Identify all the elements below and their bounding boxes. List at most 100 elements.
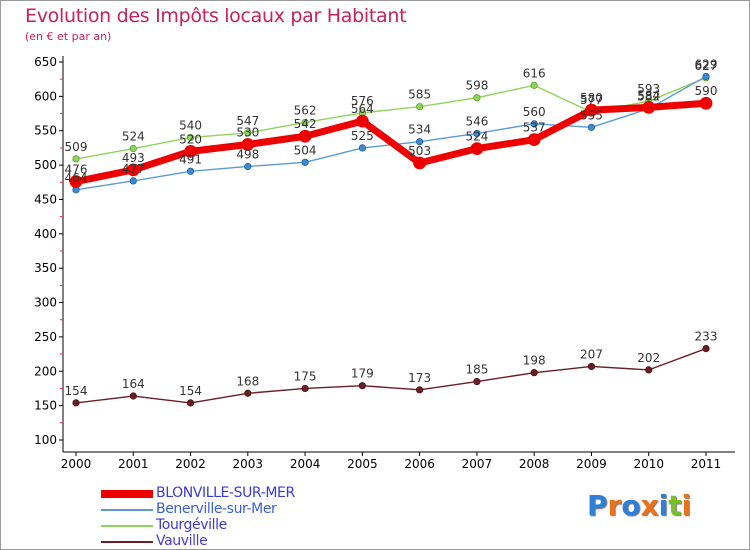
- data-point: [129, 177, 137, 185]
- data-point: [642, 100, 656, 114]
- data-point: [530, 81, 538, 89]
- data-label: 525: [351, 129, 374, 143]
- x-tick-label: 2011: [691, 457, 722, 471]
- data-point: [301, 158, 309, 166]
- y-tick-label: 250: [34, 330, 57, 344]
- y-tick-label: 150: [34, 399, 57, 413]
- data-point: [301, 384, 309, 393]
- x-tick-label: 2001: [118, 457, 149, 471]
- data-label: 477: [122, 162, 145, 176]
- data-point: [699, 96, 713, 110]
- data-label: 582: [637, 90, 660, 104]
- legend-label: BLONVILLE-SUR-MER: [156, 485, 295, 501]
- data-point: [244, 129, 252, 137]
- y-tick-label: 200: [34, 364, 57, 378]
- legend-item: Tourgéville: [101, 517, 361, 534]
- logo-letter: r: [607, 489, 622, 522]
- x-tick-label: 2005: [347, 457, 378, 471]
- data-label: 202: [637, 351, 660, 365]
- data-label: 503: [408, 144, 431, 158]
- data-label: 524: [465, 130, 488, 144]
- data-point: [702, 72, 710, 81]
- series-line-3: [75, 347, 707, 404]
- x-tick-label: 2009: [576, 457, 607, 471]
- legend-swatch: [101, 490, 153, 498]
- data-point: [416, 386, 424, 394]
- legend-swatch: [101, 525, 153, 527]
- logo-letter: P: [587, 489, 608, 522]
- data-point: [416, 103, 424, 111]
- logo-letter: i: [681, 489, 692, 522]
- data-point: [355, 114, 369, 128]
- legend-item: Vauville: [101, 533, 361, 550]
- data-point: [473, 94, 481, 102]
- data-label: 175: [294, 369, 317, 383]
- data-point: [126, 163, 140, 177]
- data-label: 546: [465, 114, 488, 128]
- data-point: [72, 399, 80, 407]
- y-tick-label: 350: [34, 261, 57, 275]
- data-point: [358, 144, 366, 152]
- legend-swatch: [101, 541, 153, 543]
- data-label: 154: [65, 384, 88, 398]
- data-label: 493: [122, 151, 145, 165]
- data-point: [416, 138, 424, 146]
- data-label: 580: [580, 91, 603, 105]
- data-point: [244, 389, 252, 397]
- x-tick-label: 2000: [61, 457, 92, 471]
- chart-subtitle: (en € et par an): [25, 30, 112, 43]
- data-label: 464: [65, 171, 88, 185]
- data-point: [301, 118, 309, 127]
- data-point: [69, 175, 83, 188]
- x-tick-label: 2003: [233, 457, 264, 471]
- data-point: [473, 129, 481, 138]
- data-point: [72, 155, 80, 163]
- data-label: 491: [179, 152, 202, 166]
- data-label: 498: [236, 147, 259, 161]
- data-label: 534: [408, 123, 431, 137]
- data-point: [470, 142, 484, 155]
- data-label: 179: [351, 367, 374, 381]
- x-tick-label: 2008: [519, 457, 550, 471]
- series-line-0: [72, 99, 710, 186]
- data-label: 560: [523, 105, 546, 119]
- data-label: 524: [122, 130, 145, 144]
- data-point: [413, 156, 427, 170]
- x-tick-label: 2007: [462, 457, 493, 471]
- legend-label: Tourgéville: [156, 517, 227, 533]
- data-label: 476: [65, 163, 88, 177]
- data-point: [186, 399, 195, 407]
- data-label: 164: [122, 377, 145, 391]
- data-point: [244, 162, 252, 171]
- data-label: 577: [580, 93, 603, 107]
- proxiti-logo: Proxiti: [587, 489, 691, 522]
- data-label: 168: [236, 374, 259, 388]
- y-tick-label: 650: [34, 55, 57, 69]
- data-label: 173: [408, 371, 431, 385]
- data-label: 590: [695, 84, 718, 98]
- legend-label: Benerville-sur-Mer: [156, 501, 277, 517]
- y-tick-label: 100: [34, 433, 57, 447]
- data-point: [530, 120, 538, 128]
- data-label: 185: [465, 363, 488, 377]
- data-label: 504: [294, 143, 317, 157]
- chart-legend: BLONVILLE-SUR-MER Benerville-sur-Mer Tourg…: [101, 485, 361, 550]
- plot-area: [63, 56, 735, 440]
- x-tick-label: 2006: [404, 457, 435, 471]
- data-point: [186, 134, 195, 142]
- data-label: 520: [179, 132, 202, 146]
- y-tick-label: 400: [34, 227, 57, 241]
- data-label: 233: [695, 330, 718, 344]
- data-point: [473, 377, 481, 386]
- data-label: 555: [580, 108, 603, 122]
- data-label: 584: [637, 88, 660, 102]
- data-label: 547: [236, 114, 259, 128]
- data-point: [585, 103, 598, 117]
- data-label: 207: [580, 347, 603, 361]
- data-label: 509: [65, 140, 88, 154]
- y-tick-label: 500: [34, 158, 57, 172]
- data-label: 627: [695, 59, 718, 73]
- data-label: 585: [408, 88, 431, 102]
